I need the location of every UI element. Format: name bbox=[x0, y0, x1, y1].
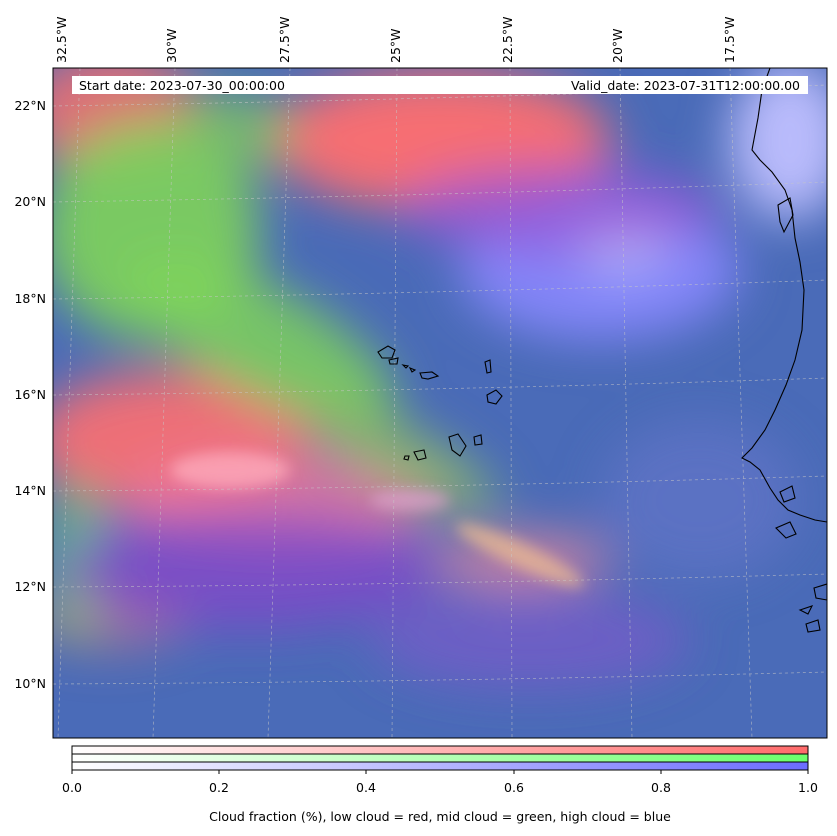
lat-label-20n: 20°N bbox=[14, 194, 46, 209]
lat-label-10n: 10°N bbox=[14, 676, 46, 691]
lon-label-22-5w: 22.5°W bbox=[500, 17, 515, 63]
colorbar-tick-0-6: 0.6 bbox=[504, 780, 524, 795]
lat-label-12n: 12°N bbox=[14, 579, 46, 594]
lon-label-32-5w: 32.5°W bbox=[54, 17, 69, 63]
lon-label-30w: 30°W bbox=[164, 28, 179, 63]
latitude-labels: 22°N 20°N 18°N 16°N 14°N 12°N 10°N bbox=[14, 98, 46, 691]
valid-date-label: Valid_date: 2023-07-31T12:00:00.00 bbox=[571, 78, 800, 93]
start-date-label: Start date: 2023-07-30_00:00:00 bbox=[79, 78, 285, 93]
lon-label-20w: 20°W bbox=[610, 28, 625, 63]
cape-verde-islands bbox=[377, 345, 503, 461]
colorbar-label: Cloud fraction (%), low cloud = red, mid… bbox=[209, 809, 671, 824]
lat-label-16n: 16°N bbox=[14, 387, 46, 402]
lon-label-27-5w: 27.5°W bbox=[277, 17, 292, 63]
colorbar-tick-1: 1.0 bbox=[798, 780, 818, 795]
graticule-lines bbox=[53, 68, 827, 738]
map-frame bbox=[52, 67, 828, 739]
lat-label-18n: 18°N bbox=[14, 291, 46, 306]
colorbar-tick-0-4: 0.4 bbox=[356, 780, 376, 795]
colorbar: 0.0 0.2 0.4 0.6 0.8 1.0 Cloud fraction (… bbox=[62, 745, 818, 824]
map-panel: Start date: 2023-07-30_00:00:00 Valid_da… bbox=[52, 67, 828, 739]
lat-label-22n: 22°N bbox=[14, 98, 46, 113]
longitude-labels: 32.5°W 30°W 27.5°W 25°W 22.5°W 20°W 17.5… bbox=[54, 17, 737, 63]
date-info-bar bbox=[72, 76, 808, 94]
lon-label-25w: 25°W bbox=[388, 28, 403, 63]
cloud-field bbox=[53, 68, 827, 738]
colorbar-tick-0: 0.0 bbox=[62, 780, 82, 795]
colorbar-tick-0-2: 0.2 bbox=[209, 780, 229, 795]
lon-label-17-5w: 17.5°W bbox=[722, 17, 737, 63]
colorbar-mid-cloud-row bbox=[72, 754, 808, 762]
colorbar-high-cloud-row bbox=[72, 762, 808, 770]
colorbar-tick-0-8: 0.8 bbox=[651, 780, 671, 795]
coastline-africa bbox=[741, 68, 827, 633]
colorbar-low-cloud-row bbox=[72, 746, 808, 754]
lat-label-14n: 14°N bbox=[14, 483, 46, 498]
